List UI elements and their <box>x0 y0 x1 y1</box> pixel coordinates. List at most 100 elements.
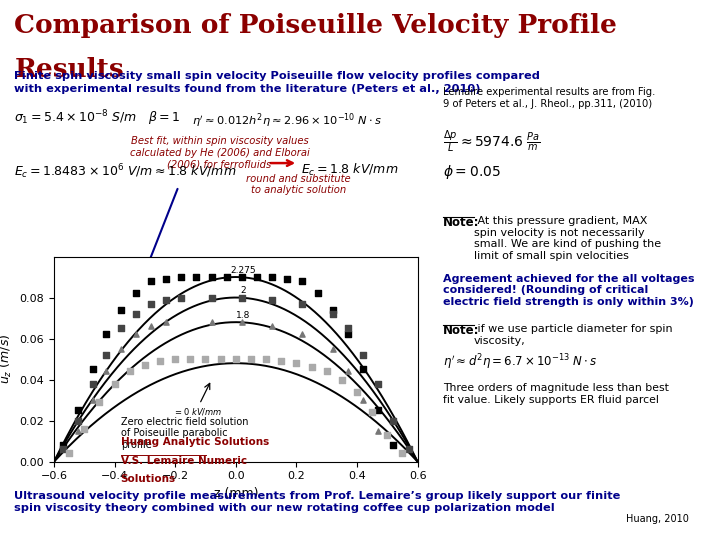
Point <box>109 380 120 388</box>
Point <box>306 363 318 372</box>
Text: Finite spin viscosity small spin velocity Poiseuille flow velocity profiles comp: Finite spin viscosity small spin velocit… <box>14 71 540 82</box>
Point <box>291 359 302 368</box>
Point <box>327 345 338 353</box>
Point <box>145 277 157 286</box>
Text: $\eta' \approx d^2\eta = 6.7\times10^{-13}\ N\cdot s$: $\eta' \approx d^2\eta = 6.7\times10^{-1… <box>443 352 598 372</box>
Point <box>261 355 272 363</box>
Text: Three orders of magnitude less than best
fit value. Likely supports ER fluid par: Three orders of magnitude less than best… <box>443 383 669 405</box>
Point <box>282 275 293 284</box>
Point <box>139 361 150 369</box>
Point <box>321 367 333 376</box>
Text: if we use particle diameter for spin
viscosity,: if we use particle diameter for spin vis… <box>474 324 672 346</box>
Point <box>402 445 414 454</box>
Point <box>100 367 112 376</box>
Text: spin viscosity theory combined with our new rotating coffee cup polarization mod: spin viscosity theory combined with our … <box>14 503 555 514</box>
Point <box>145 299 157 308</box>
Point <box>297 277 308 286</box>
Point <box>206 318 217 327</box>
Point <box>58 445 69 454</box>
Text: Lemaire experimental results are from Fig.
9 of Peters et al., J. Rheol., pp.311: Lemaire experimental results are from Fi… <box>443 87 655 109</box>
Point <box>88 396 99 404</box>
Point <box>145 322 157 330</box>
Text: Huang, 2010: Huang, 2010 <box>626 514 689 524</box>
Point <box>230 355 242 363</box>
Point <box>130 309 142 318</box>
Point <box>236 273 248 281</box>
Point <box>387 441 399 450</box>
Point <box>236 293 248 302</box>
Text: Solutions: Solutions <box>121 474 176 484</box>
Point <box>297 330 308 339</box>
Point <box>115 345 127 353</box>
Point <box>161 275 172 284</box>
Point <box>191 273 202 281</box>
Point <box>154 357 166 366</box>
Point <box>199 355 211 363</box>
Point <box>176 273 187 281</box>
Text: V.S. Lemaire Numeric: V.S. Lemaire Numeric <box>121 456 247 465</box>
Point <box>342 324 354 333</box>
Text: Best fit, within spin viscosity values
calculated by He (2006) and Elborai
(2006: Best fit, within spin viscosity values c… <box>130 136 310 169</box>
Point <box>266 295 278 304</box>
Text: Results: Results <box>14 57 124 82</box>
Point <box>387 416 399 425</box>
Point <box>73 416 84 425</box>
Text: round and substitute
to analytic solution: round and substitute to analytic solutio… <box>246 174 351 195</box>
Point <box>351 388 363 396</box>
Point <box>221 273 233 281</box>
Point <box>266 322 278 330</box>
Text: Huang Analytic Solutions: Huang Analytic Solutions <box>121 437 269 447</box>
Point <box>357 350 369 359</box>
Text: 1.8: 1.8 <box>236 311 251 320</box>
Point <box>115 306 127 314</box>
Point <box>327 309 338 318</box>
Point <box>124 367 135 376</box>
Point <box>357 396 369 404</box>
Point <box>100 330 112 339</box>
Point <box>58 441 69 450</box>
Point <box>88 380 99 388</box>
Text: Comparison of Poiseuille Velocity Profile: Comparison of Poiseuille Velocity Profil… <box>14 14 617 38</box>
Text: $\sigma_1 = 5.4\times10^{-8}\ S/m \quad \beta = 1$: $\sigma_1 = 5.4\times10^{-8}\ S/m \quad … <box>14 108 181 127</box>
Point <box>397 449 408 458</box>
Point <box>130 289 142 298</box>
Text: Ultrasound velocity profile measurements from Prof. Lemaire’s group likely suppo: Ultrasound velocity profile measurements… <box>14 491 621 502</box>
Point <box>382 431 393 440</box>
Point <box>236 318 248 327</box>
Point <box>342 330 354 339</box>
Point <box>215 355 226 363</box>
Text: 2.275: 2.275 <box>230 266 256 275</box>
Point <box>206 293 217 302</box>
Point <box>78 424 90 433</box>
Text: $E_c = 1.8483\times10^6\ V/m \approx 1.8\ kV/mm$: $E_c = 1.8483\times10^6\ V/m \approx 1.8… <box>14 162 237 181</box>
X-axis label: z (mm): z (mm) <box>214 487 258 500</box>
Y-axis label: $u_z\ (m/s)$: $u_z\ (m/s)$ <box>0 334 14 384</box>
Text: Note:: Note: <box>443 216 480 229</box>
Point <box>94 398 105 407</box>
Text: 2: 2 <box>240 287 246 295</box>
Point <box>115 324 127 333</box>
Point <box>73 406 84 415</box>
Point <box>100 350 112 359</box>
Point <box>184 355 196 363</box>
Point <box>161 318 172 327</box>
Text: $=0\ kV/mm$: $=0\ kV/mm$ <box>174 406 222 417</box>
Text: $E_c = 1.8\ kV/mm$: $E_c = 1.8\ kV/mm$ <box>301 162 398 178</box>
Point <box>372 427 384 435</box>
Text: $\phi = 0.05$: $\phi = 0.05$ <box>443 163 500 181</box>
Point <box>366 408 378 417</box>
Point <box>206 273 217 281</box>
Point <box>246 355 257 363</box>
Point <box>266 273 278 281</box>
Text: with experimental results found from the literature (Peters et al., 2010): with experimental results found from the… <box>14 84 481 94</box>
Text: $\frac{\Delta p}{L} \approx 5974.6\ \frac{Pa}{m}$: $\frac{\Delta p}{L} \approx 5974.6\ \fra… <box>443 129 541 155</box>
Point <box>327 306 338 314</box>
Point <box>372 406 384 415</box>
Text: $\eta' \approx 0.012h^2\eta \approx 2.96\times10^{-10}\ N\cdot s$: $\eta' \approx 0.012h^2\eta \approx 2.96… <box>192 112 382 130</box>
Point <box>176 293 187 302</box>
Text: Zero electric field solution
of Poiseuille parabolic
profile: Zero electric field solution of Poiseuil… <box>121 416 248 450</box>
Point <box>161 295 172 304</box>
Point <box>169 355 181 363</box>
Text: Agreement achieved for the all voltages
considered! (Rounding of critical
electr: Agreement achieved for the all voltages … <box>443 274 694 307</box>
Point <box>297 299 308 308</box>
